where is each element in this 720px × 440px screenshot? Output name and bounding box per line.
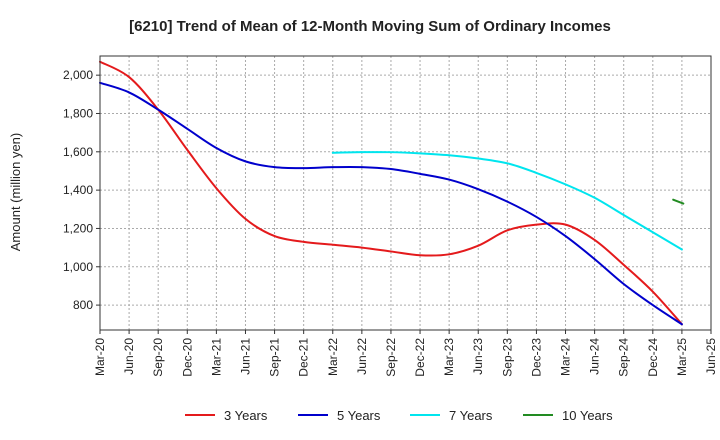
x-tick-label: Dec-23 xyxy=(529,338,543,377)
series-line-10-years xyxy=(672,198,685,205)
x-tick-label: Dec-24 xyxy=(646,338,660,377)
x-tick-label: Mar-24 xyxy=(559,338,573,376)
x-tick-label: Sep-24 xyxy=(617,338,631,377)
series-line-5-years xyxy=(99,81,683,326)
y-axis-label: Amount (million yen) xyxy=(8,133,23,252)
legend-label-5-years: 5 Years xyxy=(337,408,381,423)
y-tick-label: 1,600 xyxy=(63,145,93,159)
y-tick-label: 800 xyxy=(73,298,93,312)
x-tick-label: Dec-20 xyxy=(180,338,194,377)
x-axis-ticks: Mar-20 Jun-20 Sep-20 Dec-20 Mar-21 Jun-21 Sep-… xyxy=(93,330,718,377)
x-tick-label: Jun-24 xyxy=(588,338,602,375)
plot-frame xyxy=(99,55,712,331)
y-tick-label: 1,400 xyxy=(63,183,93,197)
x-tick-label: Dec-21 xyxy=(297,338,311,377)
y-tick-label: 1,800 xyxy=(63,106,93,120)
x-tick-label: Mar-23 xyxy=(442,338,456,376)
x-tick-label: Mar-20 xyxy=(93,338,107,376)
x-tick-label: Mar-25 xyxy=(675,338,689,376)
x-tick-label: Jun-20 xyxy=(122,338,136,375)
grid xyxy=(99,56,712,330)
y-tick-label: 1,000 xyxy=(63,260,93,274)
x-tick-label: Mar-22 xyxy=(326,338,340,376)
x-tick-label: Sep-22 xyxy=(384,338,398,377)
x-tick-label: Mar-21 xyxy=(209,338,223,376)
x-tick-label: Sep-23 xyxy=(500,338,514,377)
x-tick-label: Dec-22 xyxy=(413,338,427,377)
chart-title: [6210] Trend of Mean of 12-Month Moving … xyxy=(129,18,611,35)
legend-label-10-years: 10 Years xyxy=(562,408,613,423)
y-tick-label: 2,000 xyxy=(63,68,93,82)
y-tick-label: 1,200 xyxy=(63,221,93,235)
x-tick-label: Sep-20 xyxy=(151,338,165,377)
x-tick-label: Jun-22 xyxy=(355,338,369,375)
legend-label-7-years: 7 Years xyxy=(449,408,493,423)
series-group xyxy=(99,60,685,326)
x-tick-label: Jun-25 xyxy=(704,338,718,375)
x-tick-label: Sep-21 xyxy=(268,338,282,377)
series-line-3-years xyxy=(99,60,683,326)
x-tick-label: Jun-21 xyxy=(238,338,252,375)
legend-label-3-years: 3 Years xyxy=(224,408,268,423)
legend: 3 Years 5 Years 7 Years 10 Years xyxy=(185,408,613,423)
y-axis-ticks: 800 1,000 1,200 1,400 1,600 1,800 2,000 xyxy=(63,68,100,312)
x-tick-label: Jun-23 xyxy=(471,338,485,375)
series-line-7-years xyxy=(331,151,683,251)
